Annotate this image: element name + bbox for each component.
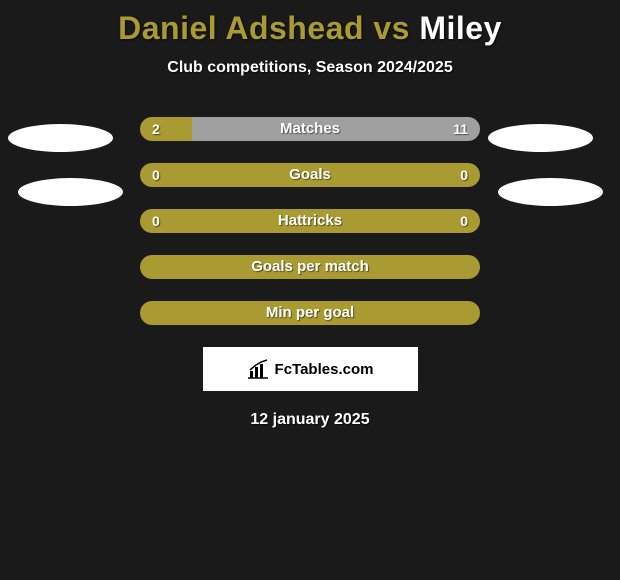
- stat-fill-left: [140, 117, 192, 141]
- attribution-box: FcTables.com: [203, 347, 418, 391]
- comparison-chart: Matches211 Goals00 Hattricks00 Goals per ma…: [140, 117, 480, 325]
- stat-row: Matches211: [140, 117, 480, 141]
- stat-fill-left: [140, 209, 480, 233]
- stat-row: Hattricks00: [140, 209, 480, 233]
- stat-fill-left: [140, 163, 480, 187]
- player2-name: Miley: [419, 10, 502, 46]
- chart-icon: [247, 359, 269, 379]
- side-oval-left: [18, 178, 123, 206]
- side-oval-right: [498, 178, 603, 206]
- page-title: Daniel Adshead vs Miley: [0, 0, 620, 47]
- vs-separator: vs: [364, 10, 419, 46]
- stat-fill-left: [140, 301, 480, 325]
- subtitle: Club competitions, Season 2024/2025: [0, 59, 620, 77]
- side-oval-left: [8, 124, 113, 152]
- stat-row: Min per goal: [140, 301, 480, 325]
- stat-row: Goals per match: [140, 255, 480, 279]
- side-oval-right: [488, 124, 593, 152]
- stat-fill-left: [140, 255, 480, 279]
- player1-name: Daniel Adshead: [118, 10, 364, 46]
- stat-fill-right: [192, 117, 480, 141]
- date-label: 12 january 2025: [0, 411, 620, 429]
- attribution-text: FcTables.com: [275, 361, 374, 378]
- stat-row: Goals00: [140, 163, 480, 187]
